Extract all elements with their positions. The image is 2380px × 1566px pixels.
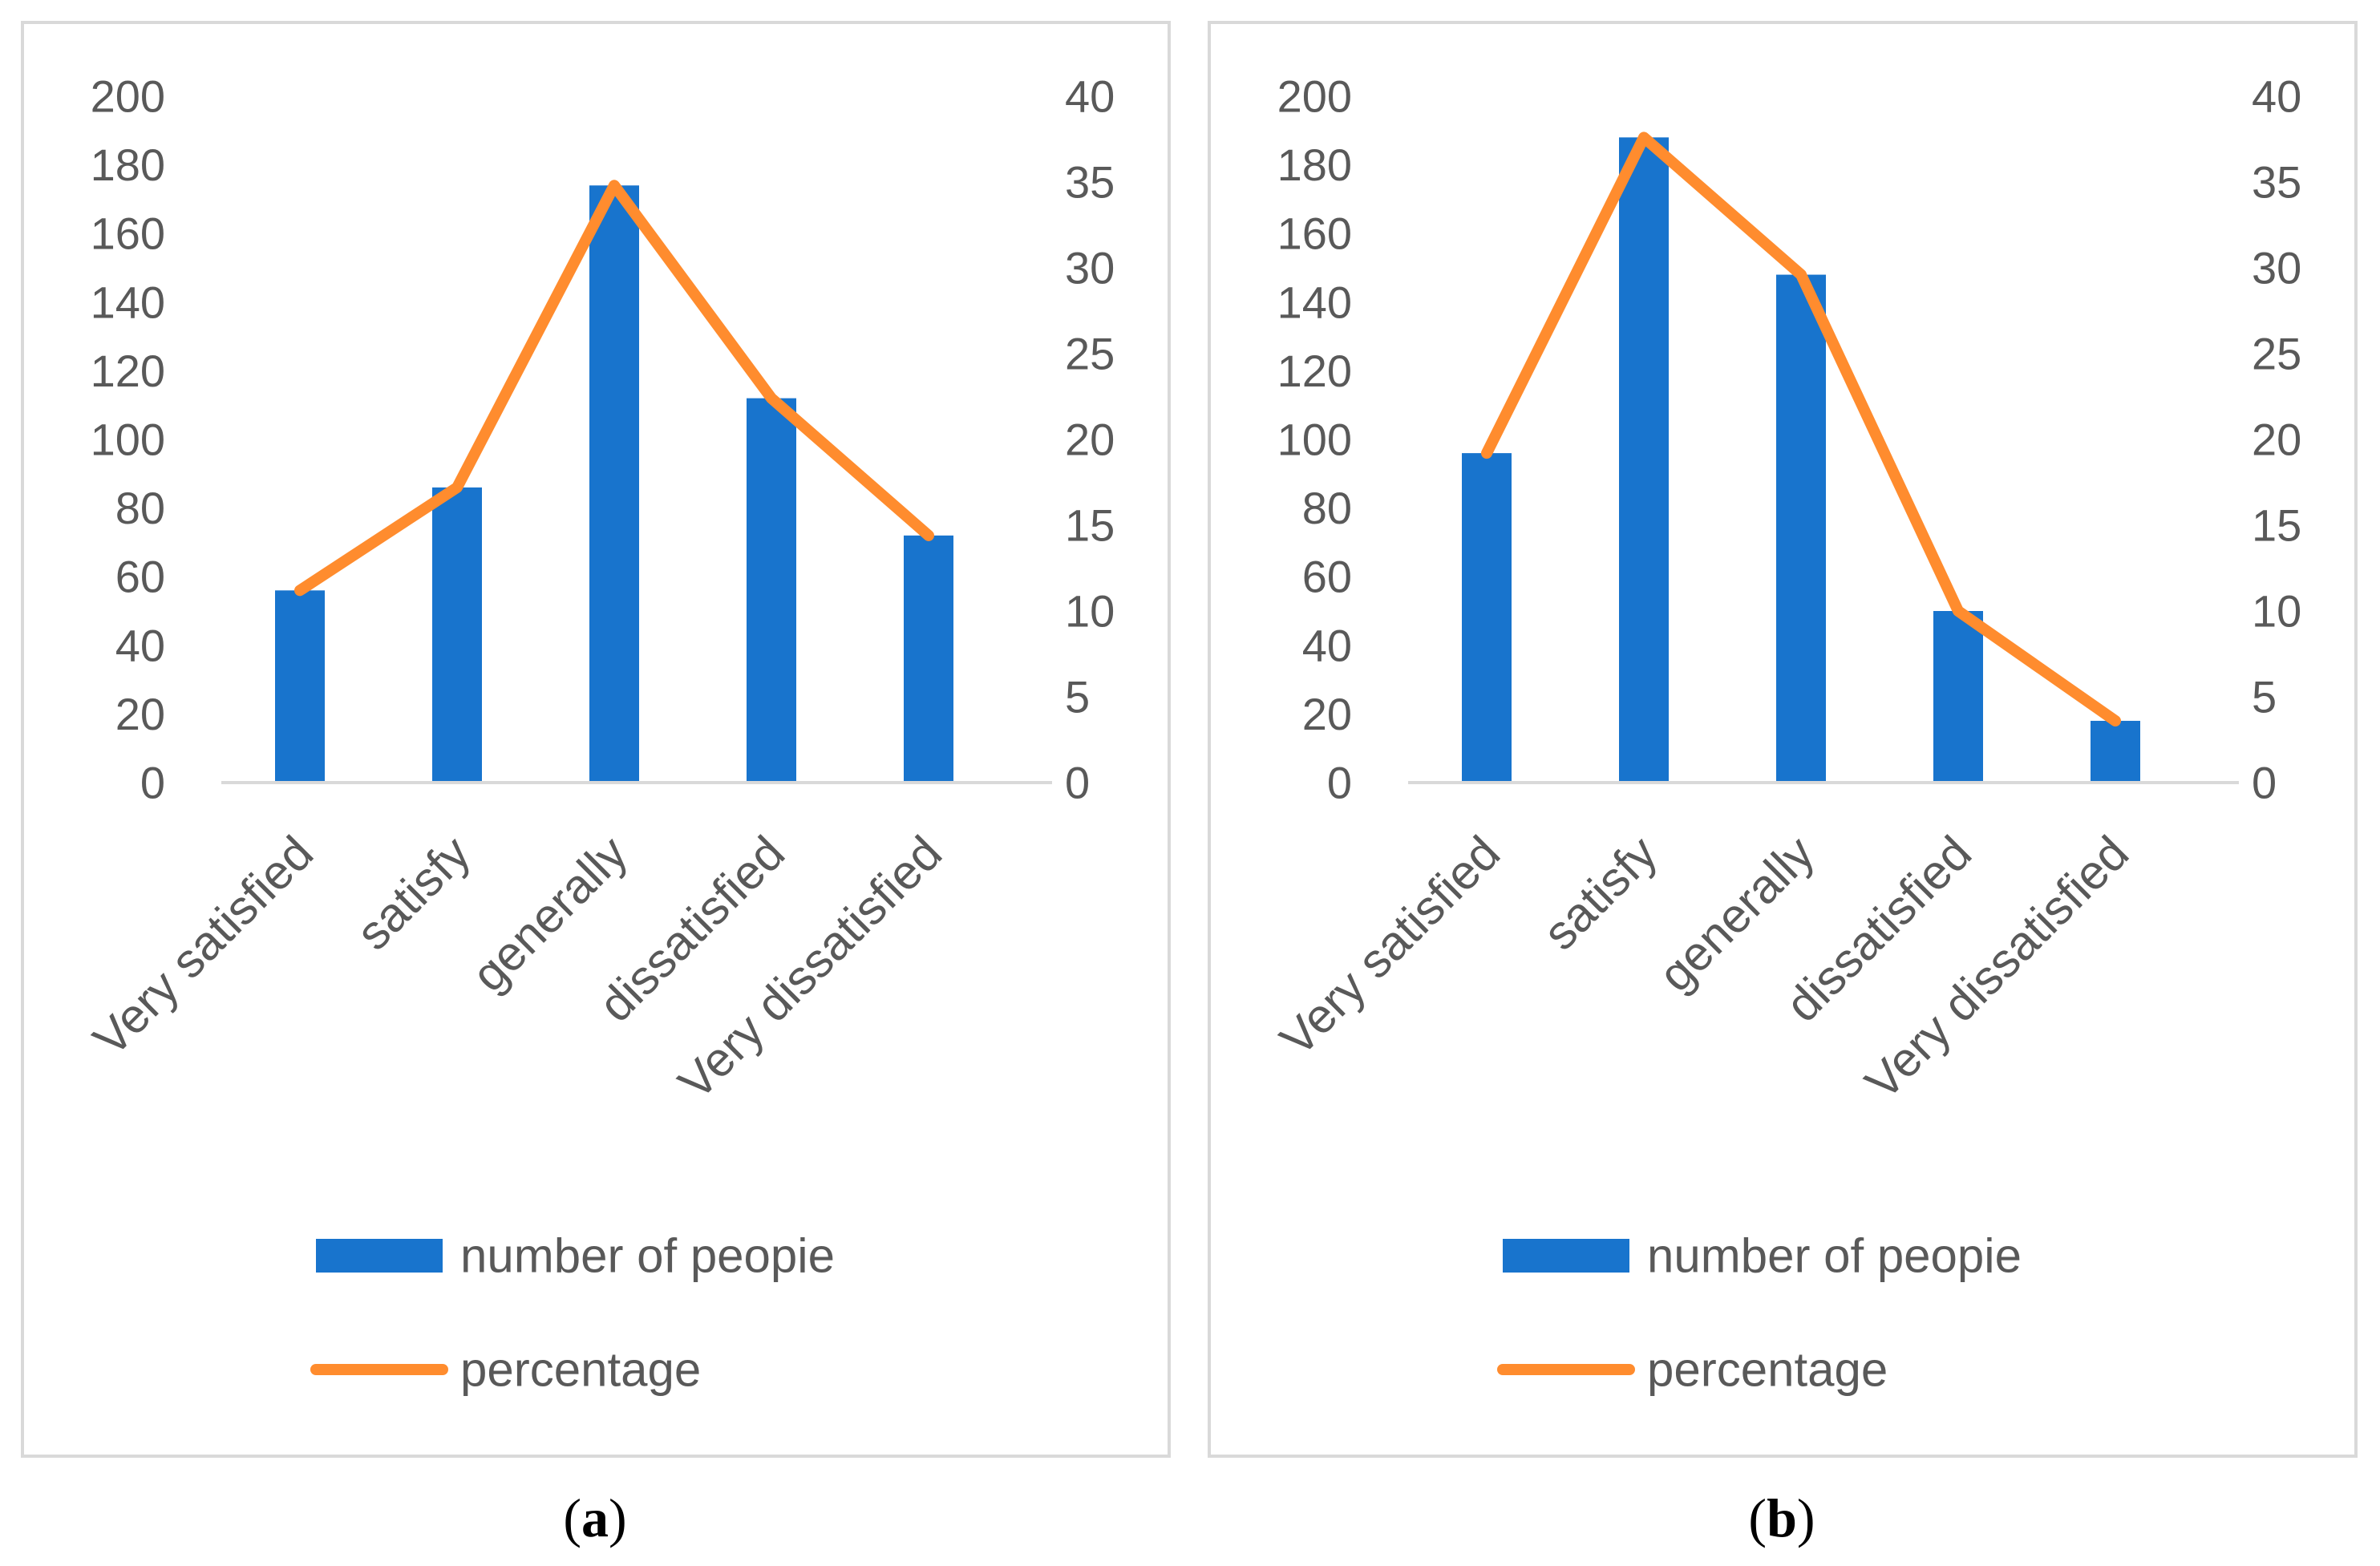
line-point xyxy=(1486,452,1488,454)
line-point xyxy=(1957,610,1959,612)
right-axis-tick-label: 5 xyxy=(1065,672,1090,722)
left-axis-tick-label: 100 xyxy=(91,415,165,465)
caption-close: ) xyxy=(1797,1487,1815,1548)
right-axis-tick-label: 25 xyxy=(1065,329,1115,379)
right-axis-tick-label: 15 xyxy=(1065,500,1115,551)
right-axis-tick-label: 0 xyxy=(1065,758,1090,808)
left-axis-tick-label: 160 xyxy=(91,208,165,259)
caption-open: ( xyxy=(563,1487,581,1548)
panel-a: 0 20 40 60 80 100 120 140 160 180 200 0 5 10 15 20 25 30 3… xyxy=(21,21,1171,1548)
right-axis-tick-label: 30 xyxy=(1065,243,1115,293)
left-axis-tick-label: 160 xyxy=(1277,208,1352,259)
left-axis-tick-label: 40 xyxy=(115,620,165,670)
left-axis-tick-label: 180 xyxy=(1277,140,1352,190)
left-axis-tick-label: 180 xyxy=(91,140,165,190)
caption-letter: a xyxy=(581,1487,609,1548)
legend-label-line: percentage xyxy=(1647,1343,1888,1397)
bar-series xyxy=(1462,137,2140,783)
bar xyxy=(1619,137,1669,783)
left-axis-tick-label: 40 xyxy=(1302,620,1352,670)
caption-close: ) xyxy=(609,1487,627,1548)
legend: number of peopie percentage xyxy=(1497,1229,2022,1397)
bar xyxy=(1933,611,1983,783)
right-axis-tick-label: 5 xyxy=(2252,672,2277,722)
right-axis-tick-label: 20 xyxy=(1065,415,1115,465)
left-axis-tick-label: 200 xyxy=(91,71,165,122)
legend-label-bar: number of peopie xyxy=(460,1229,835,1283)
panel-caption: (b) xyxy=(1748,1487,1815,1548)
bar xyxy=(1462,453,1512,783)
left-axis-tick-label: 80 xyxy=(115,483,165,533)
line-series xyxy=(294,180,934,597)
right-axis-tick-label: 0 xyxy=(2252,758,2277,808)
bar xyxy=(275,590,325,783)
right-axis-tick-label: 40 xyxy=(1065,71,1115,122)
left-axis-tick-label: 140 xyxy=(91,277,165,327)
line-point xyxy=(1643,136,1645,138)
right-axis-tick-label: 35 xyxy=(1065,157,1115,208)
right-axis-tick-label: 25 xyxy=(2252,329,2301,379)
left-axis-tick-label: 60 xyxy=(1302,552,1352,602)
left-axis-tick-label: 0 xyxy=(140,758,165,808)
right-axis-tick-label: 20 xyxy=(2252,415,2301,465)
left-axis-tick-label: 20 xyxy=(115,689,165,739)
right-axis: 0 5 10 15 20 25 30 35 40 xyxy=(1065,71,1115,808)
legend: number of peopie percentage xyxy=(310,1229,835,1397)
right-axis: 0 5 10 15 20 25 30 35 40 xyxy=(2252,71,2301,808)
left-axis-tick-label: 100 xyxy=(1277,415,1352,465)
left-axis-tick-label: 20 xyxy=(1302,689,1352,739)
legend-label-line: percentage xyxy=(460,1343,701,1397)
left-axis: 0 20 40 60 80 100 120 140 160 180 200 xyxy=(1277,71,1352,808)
line-point xyxy=(456,487,458,488)
panel-b: 0 20 40 60 80 100 120 140 160 180 200 0 5 10 15 20 25 30 3… xyxy=(1208,21,2358,1548)
left-axis-tick-label: 120 xyxy=(91,346,165,396)
bar xyxy=(589,185,639,783)
left-axis: 0 20 40 60 80 100 120 140 160 180 200 xyxy=(91,71,165,808)
line-series xyxy=(1481,132,2121,726)
right-axis-tick-label: 15 xyxy=(2252,500,2301,551)
right-axis-tick-label: 35 xyxy=(2252,157,2301,208)
line-point xyxy=(771,398,772,399)
right-axis-tick-label: 10 xyxy=(2252,586,2301,637)
line-point xyxy=(1800,274,1802,276)
bar xyxy=(432,487,482,783)
left-axis-tick-label: 200 xyxy=(1277,71,1352,122)
bar-series xyxy=(275,185,953,783)
caption-open: ( xyxy=(1748,1487,1767,1548)
line-point xyxy=(613,184,615,186)
bar xyxy=(904,535,953,783)
right-axis-tick-label: 40 xyxy=(2252,71,2301,122)
left-axis-tick-label: 80 xyxy=(1302,483,1352,533)
legend-swatch-bar xyxy=(316,1239,443,1273)
left-axis-tick-label: 140 xyxy=(1277,277,1352,327)
left-axis-tick-label: 0 xyxy=(1327,758,1352,808)
bar xyxy=(747,398,796,783)
panel-caption: (a) xyxy=(563,1487,626,1548)
line-point xyxy=(2115,720,2116,722)
legend-swatch-bar xyxy=(1503,1239,1629,1273)
left-axis-tick-label: 120 xyxy=(1277,346,1352,396)
right-axis-tick-label: 30 xyxy=(2252,243,2301,293)
right-axis-tick-label: 10 xyxy=(1065,586,1115,637)
bar xyxy=(2091,720,2140,783)
caption-letter: b xyxy=(1767,1487,1797,1548)
bar xyxy=(1776,274,1826,783)
left-axis-tick-label: 60 xyxy=(115,552,165,602)
line-point xyxy=(299,589,301,591)
legend-label-bar: number of peopie xyxy=(1647,1229,2022,1283)
